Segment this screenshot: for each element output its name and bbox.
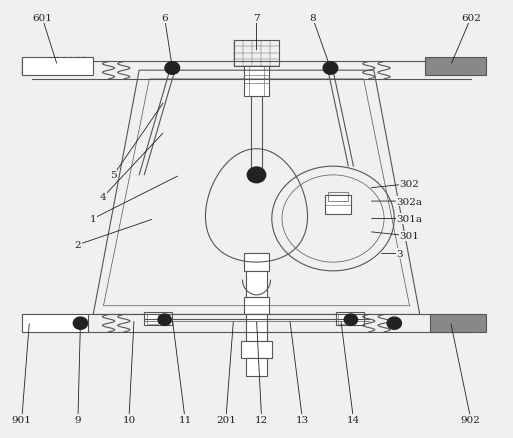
Bar — [425, 58, 486, 75]
Text: 12: 12 — [255, 415, 268, 424]
Text: 5: 5 — [110, 171, 117, 180]
Bar — [244, 254, 269, 271]
Circle shape — [344, 314, 358, 325]
Text: 302: 302 — [400, 180, 420, 189]
Text: 302a: 302a — [397, 197, 423, 206]
Bar — [246, 271, 267, 297]
Text: 10: 10 — [122, 415, 135, 424]
Bar — [244, 67, 269, 97]
Bar — [338, 314, 349, 324]
Text: 902: 902 — [461, 415, 481, 424]
Text: 9: 9 — [74, 415, 81, 424]
Text: 6: 6 — [162, 14, 168, 23]
Text: 301: 301 — [400, 232, 420, 241]
Text: 602: 602 — [461, 14, 481, 23]
Text: 2: 2 — [74, 240, 81, 250]
Bar — [147, 314, 158, 324]
Bar — [22, 315, 88, 332]
Circle shape — [387, 318, 401, 329]
Circle shape — [165, 63, 180, 75]
Bar — [328, 193, 348, 201]
Text: 3: 3 — [396, 249, 403, 258]
Text: 201: 201 — [216, 415, 236, 424]
Bar — [246, 315, 267, 341]
Circle shape — [323, 63, 338, 75]
Text: 8: 8 — [309, 14, 316, 23]
Text: 301a: 301a — [397, 215, 423, 223]
Bar — [430, 315, 486, 332]
Text: 601: 601 — [32, 14, 52, 23]
Bar — [336, 313, 364, 325]
Text: 14: 14 — [347, 415, 360, 424]
Circle shape — [158, 314, 171, 325]
Bar — [241, 341, 272, 358]
Bar — [325, 195, 351, 215]
Text: 7: 7 — [253, 14, 260, 23]
Bar — [246, 358, 267, 376]
Text: 1: 1 — [90, 215, 96, 223]
Bar — [22, 58, 93, 75]
Circle shape — [323, 63, 338, 75]
Bar — [144, 313, 172, 325]
Text: 901: 901 — [12, 415, 32, 424]
Text: 11: 11 — [179, 415, 192, 424]
Circle shape — [165, 63, 180, 75]
Bar — [244, 297, 269, 315]
Text: 13: 13 — [296, 415, 309, 424]
Bar — [233, 41, 280, 67]
Circle shape — [247, 168, 266, 184]
Text: 4: 4 — [100, 193, 107, 202]
Circle shape — [73, 318, 88, 329]
